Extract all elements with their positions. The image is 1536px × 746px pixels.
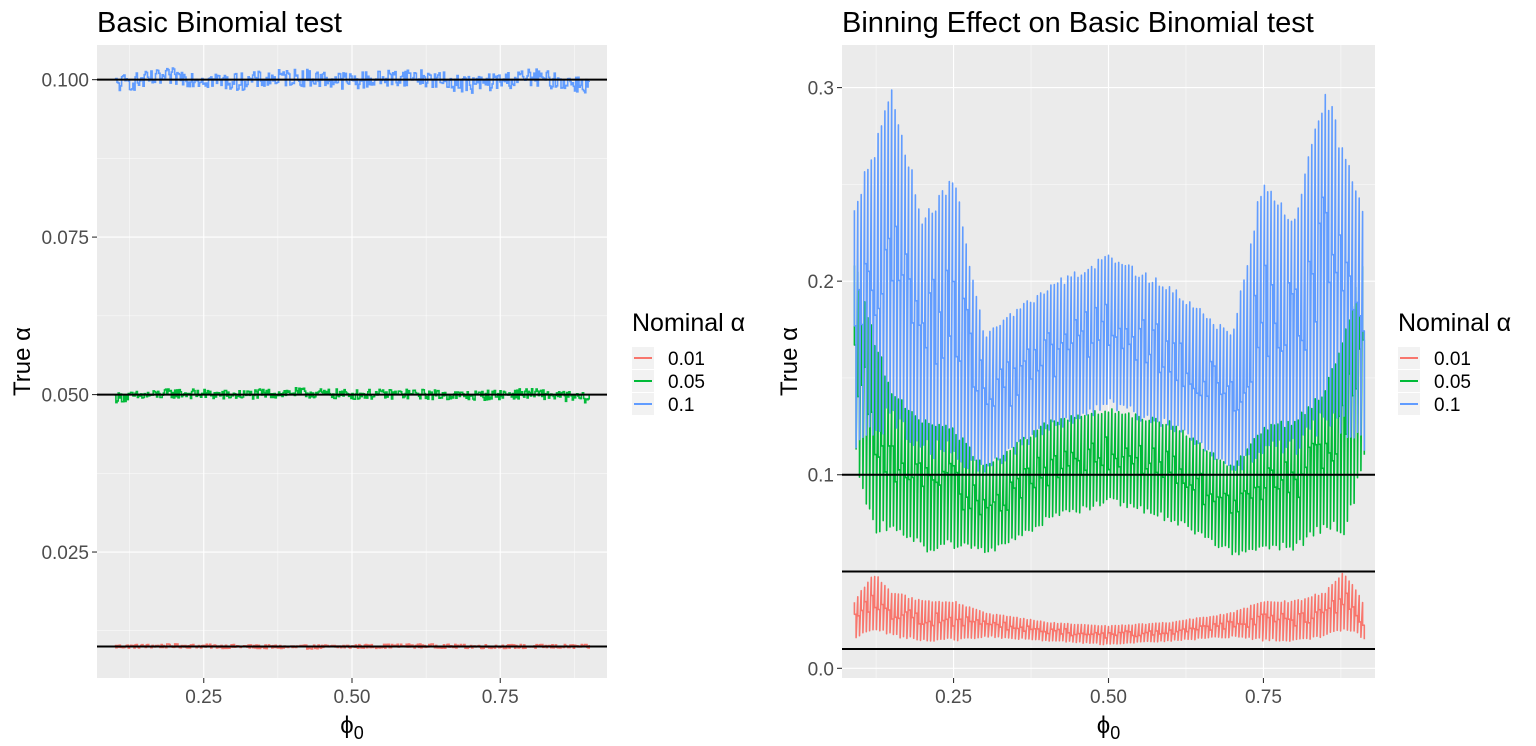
chart-title: Basic Binomial test bbox=[97, 7, 342, 39]
x-axis-label: ϕ0 bbox=[1097, 712, 1120, 743]
legend-label: 0.01 bbox=[668, 349, 705, 370]
x-tick-label: 0.75 bbox=[1245, 687, 1282, 708]
x-tick-label: 0.25 bbox=[935, 687, 972, 708]
y-tick-label: 0.0 bbox=[808, 659, 834, 680]
x-axis-label-main: ϕ bbox=[340, 712, 353, 739]
y-tick-label: 0.3 bbox=[808, 79, 834, 100]
legend-label: 0.1 bbox=[668, 395, 694, 416]
y-tick-label: 0.025 bbox=[41, 543, 89, 564]
series-group bbox=[97, 67, 607, 650]
series-line-0.05 bbox=[853, 265, 1366, 556]
y-axis-label: True α bbox=[9, 327, 36, 396]
series-line-0.01 bbox=[853, 572, 1366, 646]
panel-binning-effect: Binning Effect on Basic Binomial test 0.2… bbox=[776, 7, 1511, 743]
y-tick-label: 0.2 bbox=[808, 272, 834, 293]
legend-label: 0.05 bbox=[1434, 372, 1471, 393]
x-tick-label: 0.50 bbox=[1090, 687, 1127, 708]
legend-title: Nominal α bbox=[1398, 309, 1511, 337]
x-axis-label: ϕ0 bbox=[340, 712, 363, 743]
y-tick-label: 0.050 bbox=[41, 386, 89, 407]
x-tick-label: 0.25 bbox=[185, 687, 222, 708]
panel-basic-binomial-test: Basic Binomial test 0.25 0.50 0.75 0.025 0.05… bbox=[9, 7, 745, 743]
y-tick-label: 0.100 bbox=[41, 71, 89, 92]
series-group bbox=[842, 89, 1375, 650]
legend: Nominal α 0.010.050.1 bbox=[632, 309, 745, 416]
y-tick-label: 0.1 bbox=[808, 466, 834, 487]
y-tick-label: 0.075 bbox=[41, 228, 89, 249]
x-tick-label: 0.75 bbox=[482, 687, 519, 708]
x-axis-label-subscript: 0 bbox=[354, 723, 364, 743]
chart-title: Binning Effect on Basic Binomial test bbox=[842, 7, 1314, 39]
series-line-0.1 bbox=[114, 67, 590, 94]
legend-title: Nominal α bbox=[632, 309, 745, 337]
x-axis-label-subscript: 0 bbox=[1110, 723, 1120, 743]
legend-label: 0.01 bbox=[1434, 349, 1471, 370]
x-tick-label: 0.50 bbox=[334, 687, 371, 708]
legend-label: 0.05 bbox=[668, 372, 705, 393]
legend-label: 0.1 bbox=[1434, 395, 1460, 416]
legend: Nominal α 0.010.050.1 bbox=[1398, 309, 1511, 416]
series-line-0.1 bbox=[853, 89, 1366, 473]
y-axis-label: True α bbox=[776, 327, 803, 396]
x-axis-label-main: ϕ bbox=[1097, 712, 1110, 739]
